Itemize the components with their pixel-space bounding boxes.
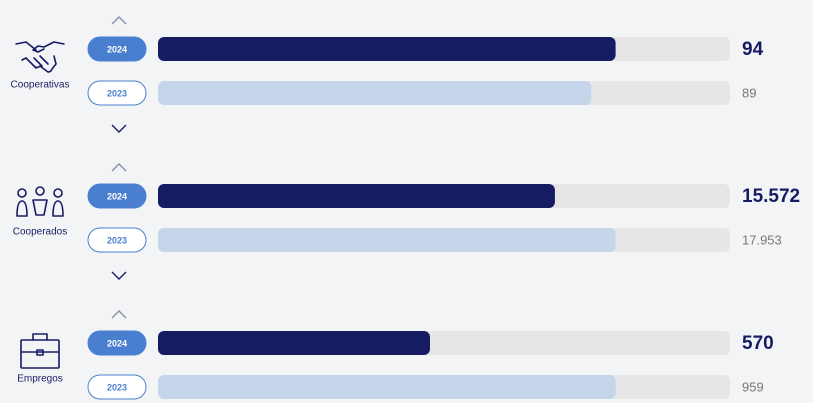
category-label: Cooperativas [11, 80, 70, 91]
bar [158, 184, 555, 208]
year-label: 2024 [107, 338, 127, 348]
year-pill [87, 330, 147, 356]
year-label: 2024 [107, 44, 127, 54]
briefcase-icon [20, 333, 60, 369]
category-label: Empregos [17, 374, 63, 385]
value-label: 959 [742, 379, 764, 394]
year-pill [87, 36, 147, 62]
year-label: 2023 [107, 235, 127, 245]
chevron-up [111, 163, 127, 172]
chevron-down [111, 271, 127, 280]
value-label: 15.572 [742, 186, 800, 207]
year-pill [87, 227, 147, 253]
chevron-up [111, 16, 127, 25]
handshake-icon [15, 41, 65, 73]
bar [158, 375, 616, 399]
year-pill [87, 183, 147, 209]
value-label: 17.953 [742, 232, 782, 247]
year-label: 2023 [107, 382, 127, 392]
category-label: Cooperados [13, 227, 67, 238]
year-pill [87, 374, 147, 400]
year-label: 2024 [107, 191, 127, 201]
chevron-down [111, 124, 127, 133]
value-label: 89 [742, 85, 756, 100]
year-pill [87, 80, 147, 106]
bar [158, 331, 430, 355]
bar [158, 37, 616, 61]
people-icon [16, 186, 64, 217]
bar [158, 81, 592, 105]
year-label: 2023 [107, 88, 127, 98]
value-label: 94 [742, 39, 764, 60]
value-label: 570 [742, 333, 774, 354]
bar [158, 228, 616, 252]
chevron-up [111, 310, 127, 319]
